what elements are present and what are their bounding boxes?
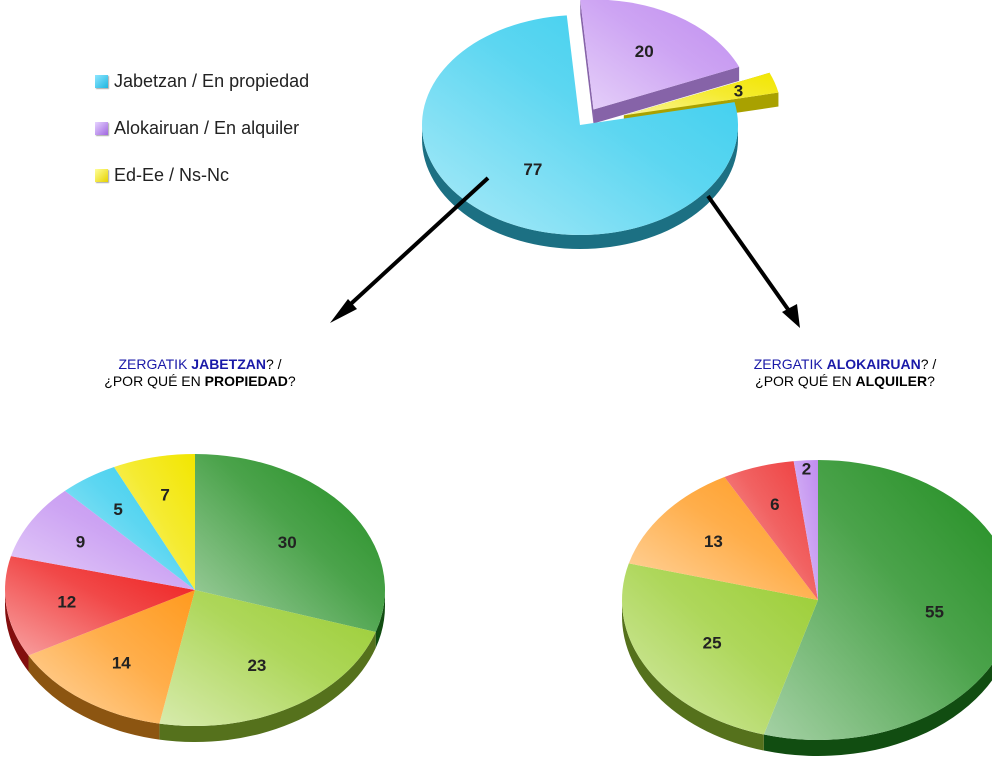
slice-30-label: 30	[278, 533, 297, 552]
slice-propiedad	[421, 15, 738, 236]
slice-23	[159, 590, 376, 727]
slice-7	[114, 454, 195, 590]
slice-12-side	[5, 590, 29, 672]
subtitle-bold: PROPIEDAD	[204, 373, 288, 389]
subtitle-text: ?	[927, 373, 935, 389]
slice-alquiler-label: 20	[635, 42, 654, 61]
slice-5-label: 5	[113, 500, 122, 519]
subtitle-line-1: ZERGATIK JABETZAN? /	[20, 356, 380, 373]
slice-14	[28, 590, 196, 724]
legend-item-propiedad: Jabetzan / En propiedad	[95, 68, 309, 94]
propiedad-pie-chart: 30 23 14 12 9 5 7	[4, 454, 385, 742]
subtitle-line-2: ¿POR QUÉ EN ALQUILER?	[700, 373, 990, 390]
slice-2	[793, 460, 818, 600]
legend-label: Ed-Ee / Ns-Nc	[114, 164, 230, 185]
slice-23-label: 23	[247, 656, 266, 675]
legend-label: Jabetzan / En propiedad	[114, 70, 310, 91]
slice-5	[64, 466, 195, 590]
subtitle-bold: ALOKAIRUAN	[826, 356, 921, 372]
alquiler-pie-chart: 55 25 13 6 2	[621, 460, 992, 756]
subtitle-text: ? /	[265, 356, 282, 372]
subtitle-bold: ALQUILER	[855, 373, 928, 389]
legend-swatch	[95, 121, 108, 135]
slice-25-label: 25	[703, 634, 722, 653]
slice-nsnc	[623, 72, 779, 116]
arrow-right	[706, 194, 794, 317]
slice-alquiler	[580, 0, 740, 110]
slice-6	[724, 461, 818, 600]
legend-label: Alokairuan / En alquiler	[114, 117, 300, 138]
slice-13	[628, 476, 818, 600]
subtitle-line-2: ¿POR QUÉ EN PROPIEDAD?	[20, 373, 380, 390]
legend-swatch	[95, 168, 108, 182]
legend: Jabetzan / En propiedad Alokairuan / En …	[95, 68, 309, 209]
slice-2-label: 2	[802, 460, 811, 479]
slice-nsnc-label: 3	[734, 81, 743, 100]
slice-13-label: 13	[704, 532, 723, 551]
slice-9	[10, 490, 196, 590]
slice-9-label: 9	[76, 533, 85, 552]
subtitle-bold: JABETZAN	[191, 356, 266, 372]
arrows	[330, 176, 800, 328]
subtitle-text: ? /	[920, 356, 937, 372]
slice-30	[195, 454, 385, 633]
subtitle-propiedad: ZERGATIK JABETZAN? / ¿POR QUÉ EN PROPIED…	[20, 356, 380, 390]
slice-55	[763, 460, 992, 740]
arrow-right-head	[782, 304, 800, 328]
slice-14-label: 14	[112, 654, 131, 673]
slice-propiedad-label: 77	[523, 160, 542, 179]
subtitle-text: ZERGATIK	[118, 356, 192, 372]
slice-25-side	[621, 600, 764, 751]
subtitle-text: ¿POR QUÉ EN	[755, 373, 856, 389]
slice-55-side	[763, 664, 992, 756]
slice-12-label: 12	[57, 593, 76, 612]
slice-12	[4, 556, 195, 656]
legend-item-alquiler: Alokairuan / En alquiler	[95, 115, 309, 141]
slice-alquiler-cut	[593, 66, 740, 124]
legend-item-nsnc: Ed-Ee / Ns-Nc	[95, 162, 309, 188]
subtitle-text: ¿POR QUÉ EN	[104, 373, 205, 389]
subtitle-text: ?	[287, 373, 296, 389]
legend-swatch	[95, 74, 108, 88]
main-pie-chart: 77 20 3	[421, 0, 779, 249]
slice-alquiler-cut	[580, 0, 594, 124]
arrow-left-head	[330, 299, 357, 323]
slice-55-label: 55	[925, 603, 944, 622]
subtitle-line-1: ZERGATIK ALOKAIRUAN? /	[700, 356, 990, 373]
slice-23-side	[159, 632, 376, 742]
slice-7-label: 7	[160, 485, 169, 504]
slice-25	[622, 563, 818, 735]
arrow-left	[340, 176, 490, 314]
slice-14-side	[28, 655, 160, 740]
slice-6-label: 6	[770, 495, 779, 514]
slice-30-side	[375, 590, 385, 649]
subtitle-alquiler: ZERGATIK ALOKAIRUAN? / ¿POR QUÉ EN ALQUI…	[700, 356, 990, 390]
subtitle-text: ZERGATIK	[753, 356, 827, 372]
